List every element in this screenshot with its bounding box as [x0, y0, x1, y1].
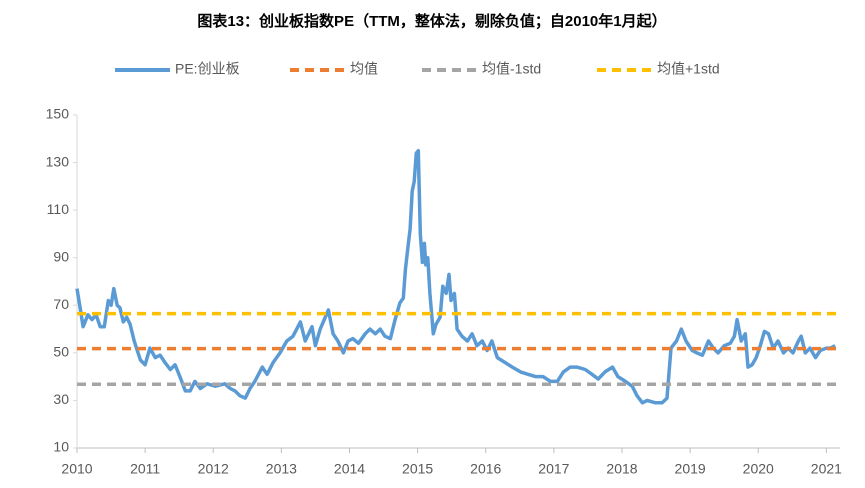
legend-label: 均值+1std: [657, 61, 720, 77]
legend-label: 均值: [350, 61, 378, 77]
y-tick-label: 150: [46, 106, 70, 122]
series-line: [75, 148, 836, 405]
x-tick-label: 2011: [130, 461, 160, 477]
x-tick-label: 2019: [675, 461, 706, 477]
y-tick-label: 110: [47, 201, 70, 217]
legend-label: PE:创业板: [175, 61, 240, 77]
x-tick-label: 2014: [334, 461, 365, 477]
y-tick-label: 130: [46, 153, 70, 169]
y-tick-label: 70: [53, 296, 69, 312]
y-tick-label: 30: [53, 391, 69, 407]
x-tick-label: 2020: [743, 461, 774, 477]
legend-label: 均值-1std: [482, 61, 541, 77]
y-tick-label: 50: [53, 344, 69, 360]
x-tick-label: 2012: [198, 461, 229, 477]
x-tick-label: 2015: [402, 461, 433, 477]
x-tick-label: 2016: [470, 461, 501, 477]
y-tick-label: 10: [53, 439, 69, 455]
x-tick-label: 2010: [61, 461, 92, 477]
x-tick-label: 2018: [606, 461, 637, 477]
chart-title: 图表13：创业板指数PE（TTM，整体法，剔除负值；自2010年1月起）: [197, 12, 666, 30]
x-tick-label: 2013: [266, 461, 297, 477]
y-tick-label: 90: [53, 248, 69, 264]
x-tick-label: 2017: [538, 461, 569, 477]
x-tick-label: 2021: [811, 461, 842, 477]
